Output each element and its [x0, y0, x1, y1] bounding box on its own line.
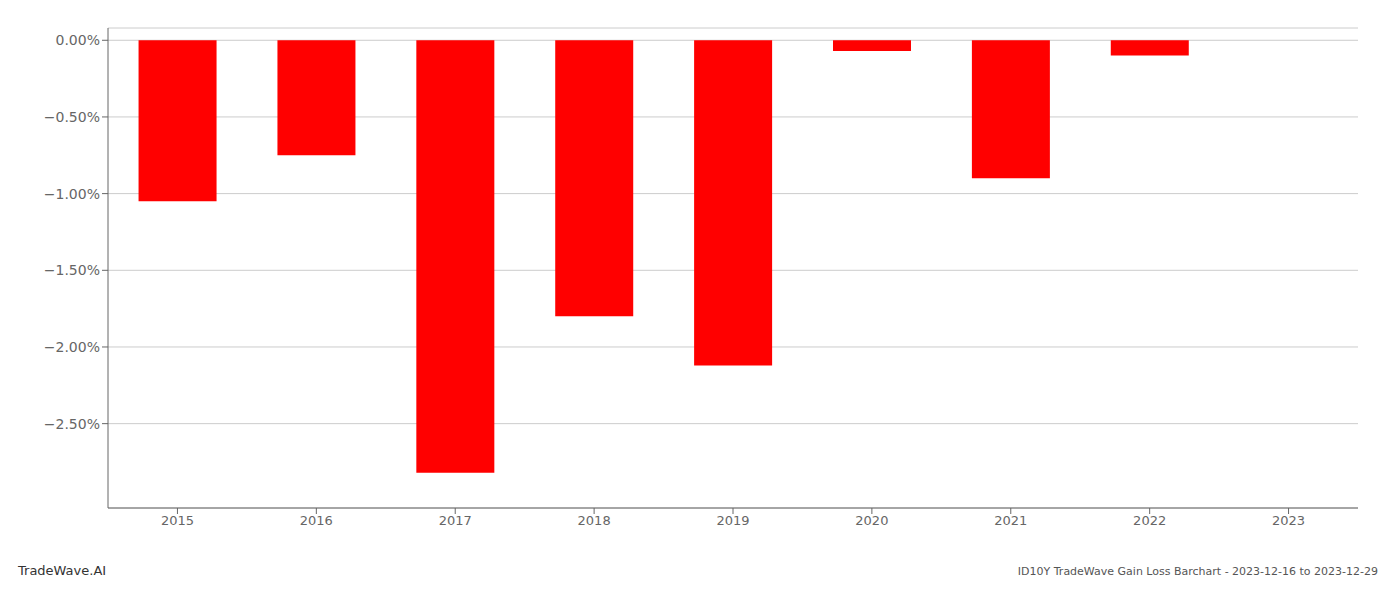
svg-text:2023: 2023: [1272, 513, 1305, 528]
svg-text:2021: 2021: [994, 513, 1027, 528]
svg-text:2020: 2020: [855, 513, 888, 528]
svg-text:−2.50%: −2.50%: [44, 416, 100, 432]
svg-text:−2.00%: −2.00%: [44, 339, 100, 355]
svg-text:2016: 2016: [300, 513, 333, 528]
html-text:ID10Y TradeWave Gain Loss Barc: ID10Y TradeWave Gain Loss Barchart - 202…: [1017, 565, 1378, 578]
svg-text:2018: 2018: [578, 513, 611, 528]
svg-text:0.00%: 0.00%: [56, 32, 100, 48]
svg-text:2019: 2019: [716, 513, 749, 528]
svg-text:−1.50%: −1.50%: [44, 262, 100, 278]
svg-text:−0.50%: −0.50%: [44, 109, 100, 125]
svg-text:2017: 2017: [439, 513, 472, 528]
html-text:TradeWave.AI: TradeWave.AI: [18, 563, 107, 578]
svg-text:2022: 2022: [1133, 513, 1166, 528]
svg-text:−1.00%: −1.00%: [44, 186, 100, 202]
svg-text:2015: 2015: [161, 513, 194, 528]
